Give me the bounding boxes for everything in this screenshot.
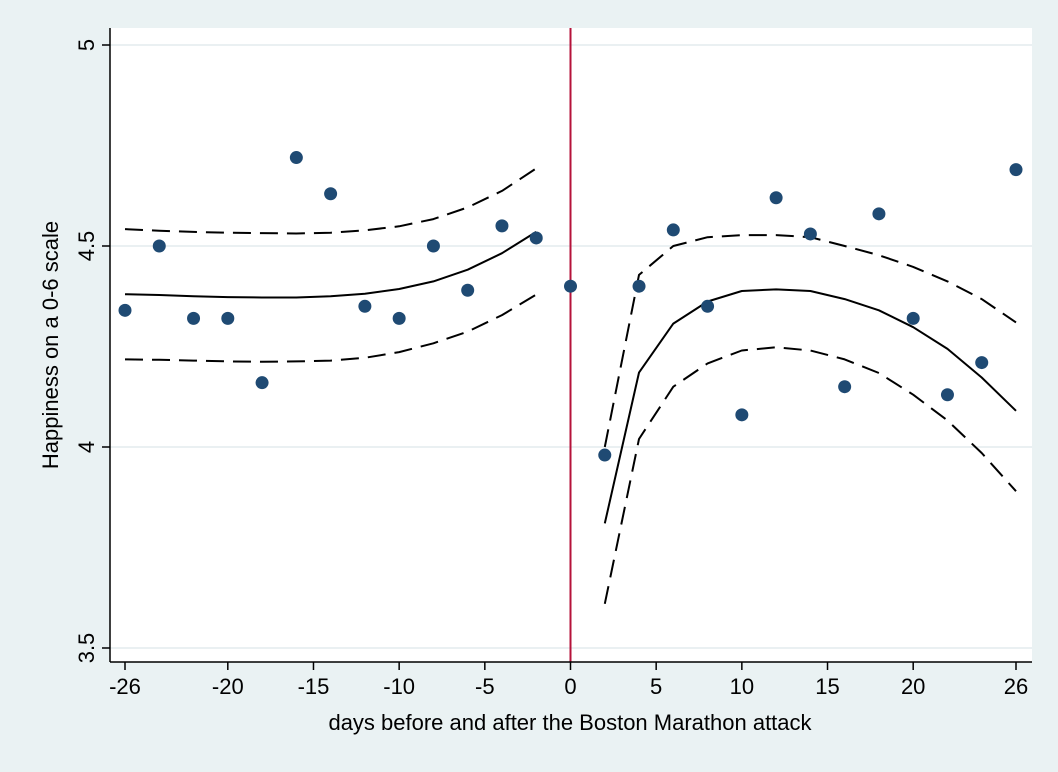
data-point [906, 311, 920, 325]
x-tick-label: 10 [730, 674, 754, 699]
x-tick-label: -20 [212, 674, 244, 699]
confidence-band-line [124, 167, 537, 235]
y-tick-label: 4.5 [74, 231, 99, 262]
data-point [392, 311, 406, 325]
y-tick-label: 3.5 [74, 633, 99, 664]
data-point [701, 299, 715, 313]
data-point [872, 207, 886, 221]
x-tick-label: -10 [383, 674, 415, 699]
data-point [152, 239, 166, 253]
x-tick-label: -26 [109, 674, 141, 699]
data-point [1009, 163, 1023, 177]
y-tick-label: 5 [74, 39, 99, 51]
data-point [461, 283, 475, 297]
x-tick-label: -15 [298, 674, 330, 699]
data-point [598, 448, 612, 462]
y-axis-title: Happiness on a 0-6 scale [38, 221, 63, 469]
data-point [975, 356, 989, 370]
data-point [632, 279, 646, 293]
data-point [324, 187, 338, 201]
fitted-line [603, 288, 1017, 524]
x-tick-label: 26 [1004, 674, 1028, 699]
x-tick-label: -5 [475, 674, 495, 699]
data-point [289, 151, 303, 165]
data-point [735, 408, 749, 422]
data-point [666, 223, 680, 237]
data-point [221, 311, 235, 325]
data-points [118, 151, 1023, 462]
data-point [564, 279, 577, 293]
y-tick-label: 4 [74, 441, 99, 453]
data-point [495, 219, 509, 233]
data-point [255, 376, 269, 390]
data-point [838, 380, 852, 394]
x-tick-label: 15 [815, 674, 839, 699]
confidence-band-line [124, 293, 537, 363]
x-axis-title: days before and after the Boston Maratho… [328, 710, 812, 735]
data-point [187, 311, 201, 325]
data-point [940, 388, 954, 402]
x-tick-label: 20 [901, 674, 925, 699]
data-point [426, 239, 440, 253]
confidence-band-line [603, 346, 1017, 605]
data-point [358, 299, 372, 313]
x-tick-label: 0 [564, 674, 576, 699]
axes: 3.5 4 4.5 5 -26 -20 -15 -10 -5 0 5 10 15 20 26 [74, 28, 1032, 699]
fitted-line [124, 231, 537, 299]
data-point [118, 303, 132, 317]
x-tick-label: 5 [650, 674, 662, 699]
data-point [803, 227, 817, 241]
data-point [769, 191, 783, 205]
data-point [529, 231, 543, 245]
